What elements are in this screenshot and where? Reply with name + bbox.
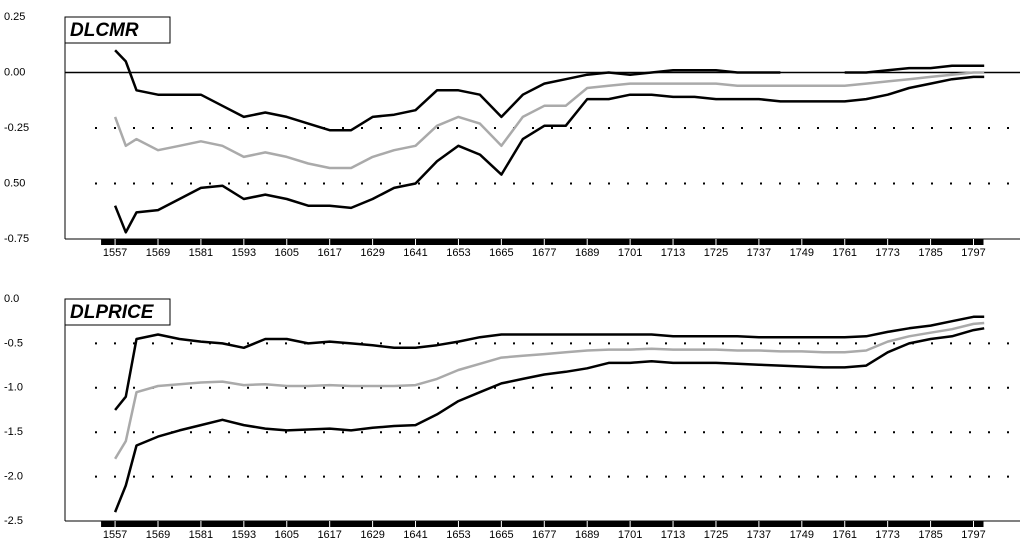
x-tick-label: 1761 [832,529,856,541]
y-tick-label: 0.0 [4,293,19,305]
x-tick-label: 1593 [232,247,256,259]
chart-title: DLCMR [70,20,139,41]
x-axis-band [101,239,984,245]
x-tick-label: 1617 [317,247,341,259]
x-tick-label: 1737 [747,247,771,259]
x-tick-label: 1713 [661,529,685,541]
x-tick-label: 1677 [532,247,556,259]
x-tick-label: 1653 [446,529,470,541]
y-tick-label: -1.5 [4,426,23,438]
x-tick-label: 1773 [875,247,899,259]
x-tick-label: 1593 [232,529,256,541]
x-tick-label: 1737 [747,529,771,541]
x-tick-label: 1665 [489,529,513,541]
x-tick-label: 1581 [189,529,213,541]
x-tick-label: 1629 [360,529,384,541]
x-axis-band [101,521,984,527]
x-tick-label: 1677 [532,529,556,541]
y-tick-label: 0.50 [4,177,25,189]
x-tick-label: 1761 [832,247,856,259]
x-tick-label: 1701 [618,247,642,259]
x-tick-label: 1557 [103,247,127,259]
x-tick-label: 1665 [489,247,513,259]
title-box [64,16,171,44]
x-tick-label: 1569 [146,529,170,541]
x-tick-label: 1797 [961,529,985,541]
x-tick-label: 1749 [790,247,814,259]
x-tick-label: 1725 [704,247,728,259]
series-line [114,49,985,132]
series-line [114,315,985,411]
y-tick-label: -0.75 [4,233,29,245]
x-tick-label: 1725 [704,529,728,541]
y-tick-label: -2.5 [4,515,23,527]
x-tick-label: 1749 [790,529,814,541]
x-tick-label: 1557 [103,529,127,541]
y-tick-label: 0.25 [4,11,25,23]
x-tick-label: 1569 [146,247,170,259]
x-tick-label: 1605 [275,529,299,541]
x-tick-label: 1605 [275,247,299,259]
series-line [114,321,985,460]
x-tick-label: 1773 [875,529,899,541]
series-line [113,71,985,170]
x-tick-label: 1641 [403,247,427,259]
x-tick-label: 1581 [189,247,213,259]
series-line [113,75,985,234]
x-tick-label: 1785 [918,529,942,541]
y-tick-label: -2.0 [4,471,23,483]
x-tick-label: 1641 [403,529,427,541]
x-tick-label: 1617 [317,529,341,541]
x-tick-label: 1689 [575,247,599,259]
title-box [64,298,171,326]
x-tick-label: 1785 [918,247,942,259]
x-tick-label: 1797 [961,247,985,259]
chart-title: DLPRICE [70,302,155,323]
x-tick-label: 1629 [360,247,384,259]
x-tick-label: 1653 [446,247,470,259]
x-tick-label: 1713 [661,247,685,259]
y-tick-label: -0.25 [4,122,29,134]
y-tick-label: 0.00 [4,66,25,78]
x-tick-label: 1689 [575,529,599,541]
y-tick-label: -0.5 [4,337,23,349]
series-line [113,327,985,513]
y-tick-label: -1.0 [4,382,23,394]
x-tick-label: 1701 [618,529,642,541]
